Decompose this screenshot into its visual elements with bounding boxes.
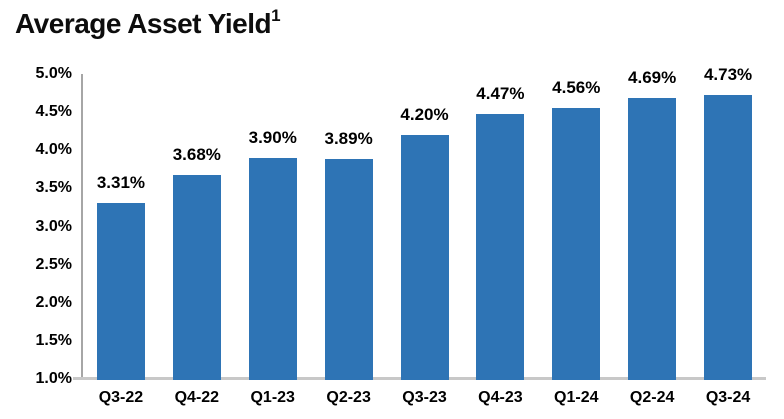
x-tick-label: Q1-23 [250,389,295,406]
chart-title: Average Asset Yield1 [15,6,281,40]
bar-Q1-23 [248,157,297,380]
bar-value-label: 3.31% [96,172,146,192]
bar-Q3-24 [704,94,753,380]
y-tick-label: 3.0% [35,217,72,235]
bar-value-label: 3.89% [324,128,373,148]
x-tick-label: Q4-22 [174,389,220,406]
x-tick-label: Q1-24 [554,389,599,406]
y-tick-label: 4.0% [35,141,72,159]
chart-title-footnote-superscript: 1 [271,6,281,25]
bar-value-label: 4.20% [400,105,449,124]
bar-value-label: 4.69% [628,67,677,87]
x-tick-label: Q2-24 [629,389,675,406]
y-tick-label: 5.0% [35,65,72,82]
bar-value-label: 4.56% [552,77,601,97]
y-tick-label: 2.5% [35,255,72,273]
bar-Q4-23 [476,114,525,380]
bar-value-label: 4.47% [476,84,525,104]
bar-value-label: 3.68% [172,144,221,164]
bar-Q2-24 [628,97,677,380]
bar-Q3-22 [96,202,145,380]
x-tick-label: Q2-23 [326,389,371,406]
bar-value-label: 4.73% [703,64,753,84]
x-tick-label: Q3-23 [402,389,447,406]
y-axis-line [81,74,83,380]
x-tick-label: Q3-22 [98,389,144,406]
x-tick-label: Q3-24 [705,389,751,406]
chart-title-text: Average Asset Yield [15,8,272,39]
x-tick-label: Q4-23 [478,389,523,406]
y-tick-label: 3.5% [35,179,72,197]
y-tick-label: 1.5% [35,331,72,349]
bar-Q3-23 [400,135,449,380]
bar-Q1-24 [552,107,601,380]
y-tick-label: 2.0% [35,293,72,311]
bar-value-label: 3.90% [248,127,297,147]
bar-Q2-23 [324,158,373,380]
y-tick-label: 1.0% [35,370,72,387]
bar-Q4-22 [172,174,221,380]
y-tick-label: 4.5% [35,103,72,121]
